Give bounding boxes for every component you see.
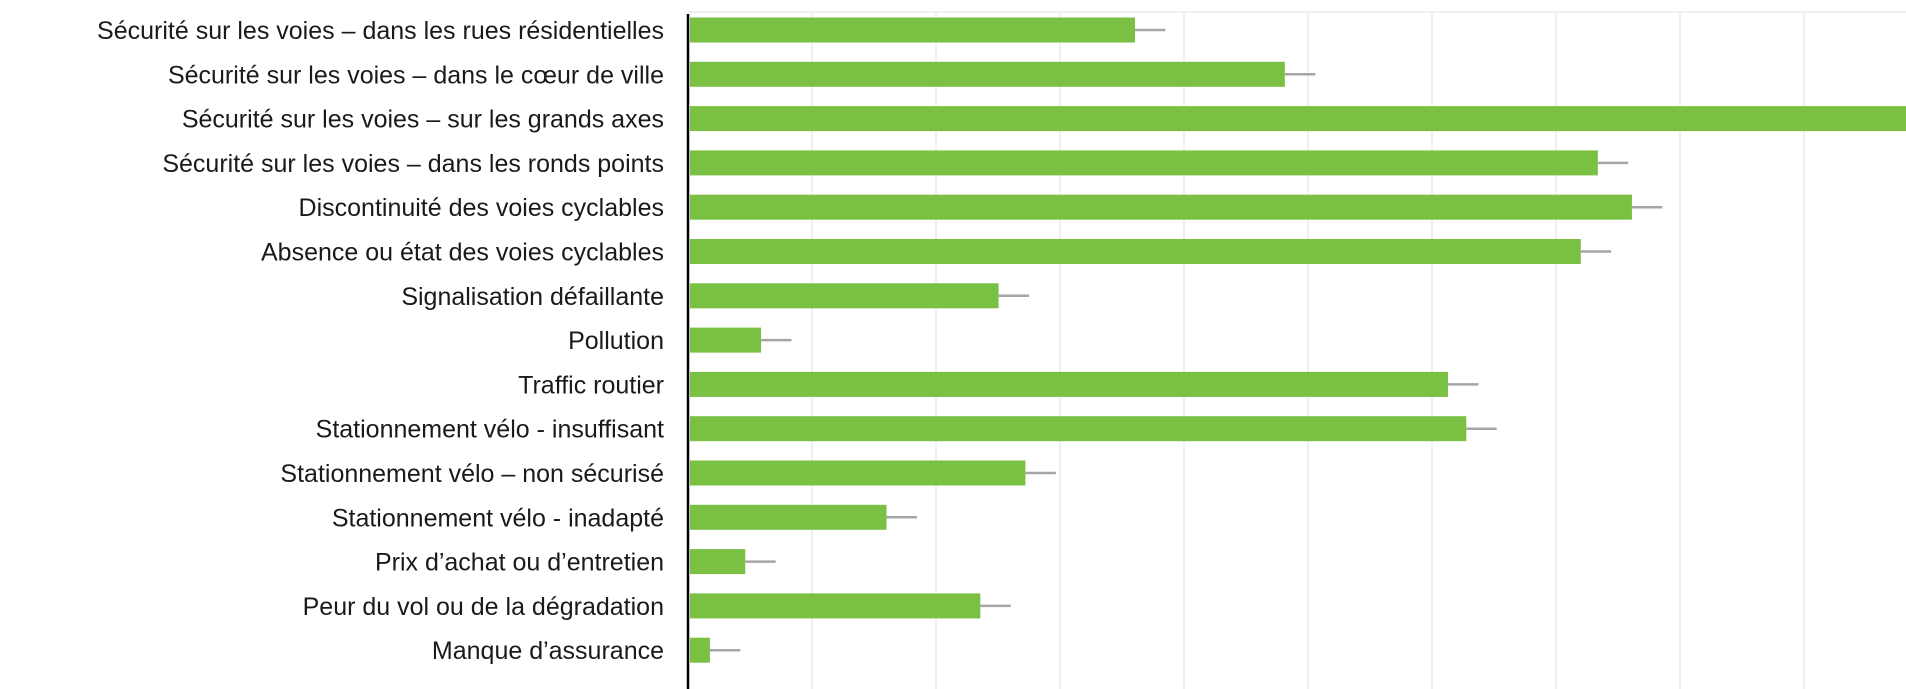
bar	[690, 150, 1598, 176]
category-label: Manque d’assurance	[432, 637, 664, 665]
bar	[690, 106, 1906, 132]
bar	[690, 460, 1026, 486]
category-label: Stationnement vélo - inadapté	[332, 504, 664, 532]
bar	[690, 61, 1285, 87]
bar	[690, 283, 999, 309]
bar	[690, 371, 1449, 397]
bar	[690, 593, 981, 619]
bar	[690, 327, 762, 353]
category-label: Traffic routier	[518, 371, 664, 399]
bar	[690, 194, 1632, 220]
category-label: Sécurité sur les voies – dans les ronds …	[162, 150, 664, 178]
category-label: Sécurité sur les voies – sur les grands …	[182, 106, 664, 134]
category-label: Sécurité sur les voies – dans le cœur de…	[168, 61, 664, 89]
bar	[690, 504, 887, 530]
category-label: Prix d’achat ou d’entretien	[375, 549, 664, 577]
bar	[690, 549, 746, 575]
bar	[690, 17, 1136, 43]
category-labels: Sécurité sur les voies – dans les rues r…	[97, 17, 664, 665]
category-label: Peur du vol ou de la dégradation	[303, 593, 664, 621]
error-bars	[709, 28, 1663, 652]
bar	[690, 416, 1467, 442]
category-label: Sécurité sur les voies – dans les rues r…	[97, 17, 664, 45]
bar	[690, 637, 710, 663]
bar	[690, 239, 1581, 264]
category-label: Discontinuité des voies cyclables	[299, 194, 664, 222]
bars	[690, 17, 1906, 663]
category-label: Signalisation défaillante	[401, 283, 664, 311]
category-label: Absence ou état des voies cyclables	[261, 239, 664, 267]
category-label: Pollution	[568, 327, 664, 355]
category-label: Stationnement vélo - insuffisant	[316, 416, 664, 444]
category-label: Stationnement vélo – non sécurisé	[280, 460, 664, 488]
